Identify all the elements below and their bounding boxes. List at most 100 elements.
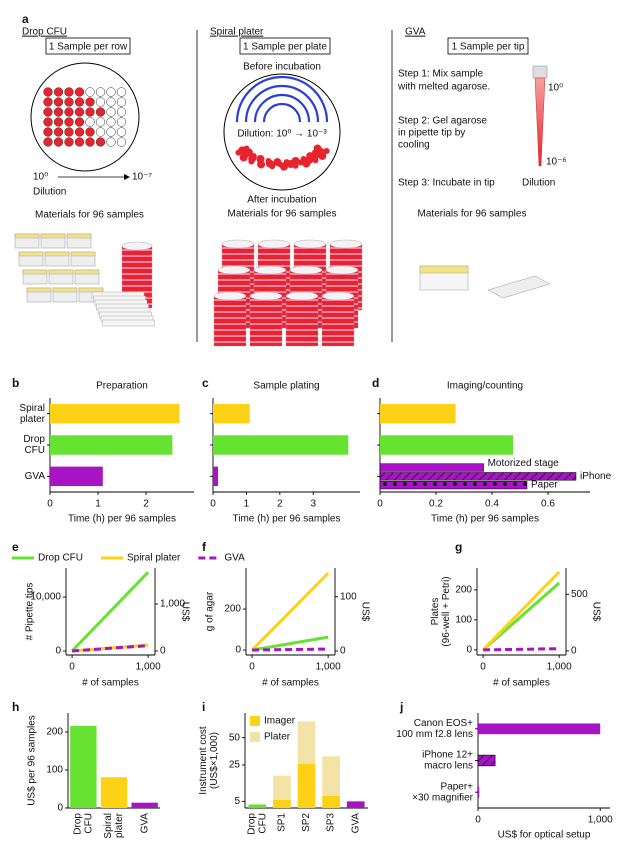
- y-tick-label: 0: [57, 803, 63, 814]
- well: [95, 137, 106, 147]
- bar: [380, 435, 513, 455]
- colony: [300, 155, 307, 162]
- petri-top: [321, 291, 355, 301]
- y-tick-label: plater: [20, 414, 46, 425]
- well: [95, 127, 106, 137]
- legend-label: Drop CFU: [38, 553, 83, 564]
- series-line: [71, 644, 149, 653]
- well: [85, 97, 95, 107]
- y-tick-label: 50: [229, 732, 241, 743]
- colony: [269, 163, 276, 170]
- well: [74, 107, 85, 117]
- x-tick-label: 0: [47, 499, 53, 510]
- x-tick-label: 0.4: [485, 499, 499, 510]
- y-tick-label: 200: [455, 585, 472, 596]
- hatch: [380, 481, 527, 489]
- tip-box-lid: [74, 269, 100, 275]
- hatch: [380, 472, 576, 481]
- petri-stack: [285, 295, 319, 347]
- box-label: 1 Sample per tip: [452, 42, 525, 53]
- step-text: with melted agarose.: [397, 82, 490, 93]
- bar: [379, 463, 484, 472]
- x-axis-label: # of samples: [82, 678, 139, 689]
- x-tick-label: Spiral: [103, 813, 114, 839]
- tip-box-lid: [22, 269, 48, 275]
- step-text: Step 3: Incubate in tip: [398, 178, 495, 189]
- petri-top: [217, 265, 251, 275]
- y2-tick-label: 0: [340, 646, 346, 657]
- dilution-end: 10⁻⁷: [132, 172, 152, 183]
- bar: [100, 777, 128, 808]
- x-tick-label: plater: [114, 812, 125, 838]
- bar-segment: [322, 795, 340, 808]
- colony: [257, 160, 266, 169]
- well: [74, 137, 85, 147]
- pipette-tip: [534, 77, 546, 167]
- x-tick-label: 1: [95, 499, 101, 510]
- petri-stack: [321, 295, 355, 347]
- tip-box-lid: [78, 287, 104, 293]
- y-tick-label: 100 mm f2.8 lens: [396, 729, 473, 740]
- tip-box-lid: [52, 287, 78, 293]
- x-tick-label: 1,000: [588, 815, 613, 826]
- y-axis-label: Plates: [430, 598, 441, 626]
- x-tick-label: 2: [143, 499, 149, 510]
- petri-top: [293, 239, 327, 249]
- well: [116, 127, 127, 137]
- x-tick-label: SP3: [326, 813, 337, 832]
- colony: [235, 149, 242, 156]
- panel-label: a: [22, 12, 29, 26]
- y-tick-label: Spiral: [19, 403, 45, 414]
- panel-label: e: [12, 540, 19, 554]
- x-tick-label: 0: [249, 662, 255, 673]
- well: [85, 117, 95, 127]
- well: [43, 107, 53, 117]
- bar: [70, 725, 97, 808]
- bar: [478, 786, 480, 798]
- materials: [14, 233, 551, 347]
- bar: [213, 466, 219, 487]
- label-box: [45, 37, 131, 55]
- x-tick-label: CFU: [257, 813, 268, 834]
- well: [53, 107, 64, 117]
- arrow-head: [124, 174, 130, 180]
- petri-top: [325, 265, 359, 275]
- dilution-label: Dilution: [522, 178, 555, 189]
- tip-box-lid: [14, 233, 40, 239]
- series-line: [71, 571, 150, 653]
- x-tick-label: GVA: [350, 813, 361, 834]
- panel-label: f: [202, 540, 207, 554]
- well: [116, 87, 127, 97]
- well-plate: [30, 62, 140, 172]
- well: [64, 87, 74, 97]
- box-label: 1 Sample per row: [49, 42, 128, 53]
- bar: [50, 435, 173, 455]
- panel-label: g: [455, 540, 462, 554]
- well: [53, 117, 64, 127]
- legend-label: Plater: [264, 732, 291, 743]
- well: [74, 97, 85, 107]
- well: [43, 87, 53, 97]
- panel-label: i: [202, 700, 205, 714]
- column-title: Drop CFU: [22, 27, 67, 38]
- y-axis-label: (96-well + Petri): [441, 576, 452, 646]
- well: [95, 107, 106, 117]
- petri-stack: [213, 295, 247, 347]
- materials-label: Materials for 96 samples: [35, 210, 144, 221]
- x-axis-label: # of samples: [262, 678, 319, 689]
- colony: [239, 153, 248, 162]
- x-tick-label: 3: [310, 499, 316, 510]
- y-tick-label: 200: [46, 727, 63, 738]
- after-label: After incubation: [247, 195, 317, 206]
- tip-box-lid: [66, 233, 92, 239]
- dilution-start: 10⁰: [33, 172, 48, 183]
- well: [95, 87, 106, 97]
- series-line: [483, 647, 560, 652]
- legend-swatch: [250, 732, 260, 742]
- bar-label: Paper: [531, 480, 558, 491]
- y-tick-label: 0: [55, 646, 61, 657]
- y-tick-label: ×30 magnifier: [412, 792, 474, 803]
- petri-top: [329, 239, 363, 249]
- legend-label: Spiral plater: [127, 553, 181, 564]
- petri-top: [249, 291, 283, 301]
